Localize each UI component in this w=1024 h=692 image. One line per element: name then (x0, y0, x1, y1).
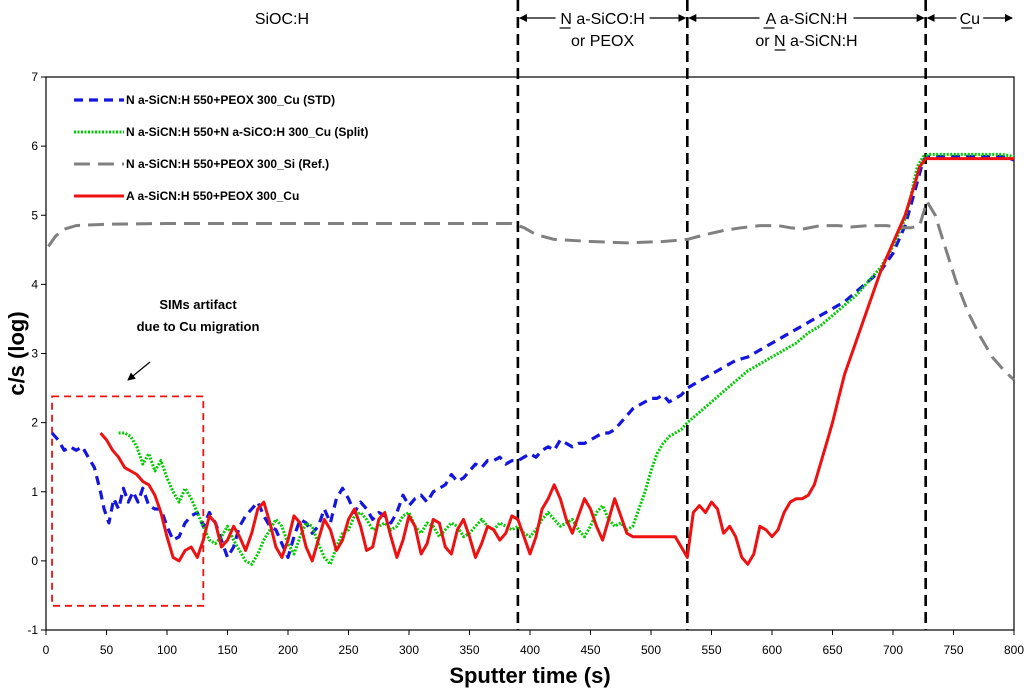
annotation-text: SIMs artifact (159, 297, 237, 312)
legend-label: N a-SiCN:H 550+N a-SiCO:H 300_Cu (Split) (126, 125, 368, 139)
y-tick-label: 6 (31, 139, 38, 153)
x-tick-label: 250 (338, 643, 358, 657)
x-tick-label: 750 (943, 643, 963, 657)
annotation-text: due to Cu migration (137, 319, 260, 334)
annotation-arrow (127, 361, 151, 381)
data-series (47, 152, 1016, 566)
legend: N a-SiCN:H 550+PEOX 300_Cu (STD) N a-SiCN… (74, 93, 368, 203)
region-label: or PEOX (571, 33, 634, 50)
legend-label: N a-SiCN:H 550+PEOX 300_Cu (STD) (126, 93, 335, 107)
legend-label: A a-SiCN:H 550+PEOX 300_Cu (126, 189, 299, 203)
x-tick-label: 400 (520, 643, 540, 657)
series-line-2 (118, 152, 1015, 566)
x-tick-label: 150 (217, 643, 237, 657)
x-tick-label: 300 (399, 643, 419, 657)
x-tick-label: 450 (580, 643, 600, 657)
y-axis-title: c/s (log) (4, 311, 29, 395)
y-tick-label: -1 (27, 623, 38, 637)
y-tick-label: 7 (31, 70, 38, 84)
y-tick-label: 4 (31, 277, 38, 291)
region-label: N a-SiCO:H (560, 11, 644, 28)
legend-label: N a-SiCN:H 550+PEOX 300_Si (Ref.) (126, 157, 329, 171)
region-label: or N a-SiCN:H (755, 33, 857, 50)
region-label: A a-SiCN:H (766, 11, 848, 28)
region-label: SiOC:H (255, 11, 309, 28)
series-line-4 (99, 157, 1014, 566)
y-tick-label: 3 (31, 347, 38, 361)
x-tick-label: 350 (459, 643, 479, 657)
x-tick-label: 550 (701, 643, 721, 657)
x-tick-label: 650 (822, 643, 842, 657)
x-tick-label: 0 (43, 643, 50, 657)
region-label: Cu (960, 11, 980, 28)
region-labels: SiOC:H N a-SiCO:H or PEOX A a-SiCN:H or N a-… (255, 11, 1013, 51)
x-tick-label: 800 (1004, 643, 1024, 657)
y-tick-label: 1 (31, 485, 38, 499)
artifact-box (51, 395, 205, 607)
x-axis-title: Sputter time (s) (449, 663, 610, 688)
boundary-lines (516, 0, 927, 630)
x-tick-label: 700 (883, 643, 903, 657)
series-line-3 (47, 199, 1016, 381)
x-tick-label: 600 (762, 643, 782, 657)
x-tick-label: 50 (100, 643, 114, 657)
y-tick-label: 0 (31, 554, 38, 568)
y-tick-label: 2 (31, 416, 38, 430)
annotation: SIMs artifact due to Cu migration (51, 297, 260, 607)
y-tick-label: 5 (31, 208, 38, 222)
x-tick-label: 100 (157, 643, 177, 657)
x-tick-label: 200 (278, 643, 298, 657)
x-tick-label: 500 (641, 643, 661, 657)
axis-ticks: 0 50 100 150 200 250 300 350 400 450 500 550 600 650 7… (27, 70, 1024, 657)
